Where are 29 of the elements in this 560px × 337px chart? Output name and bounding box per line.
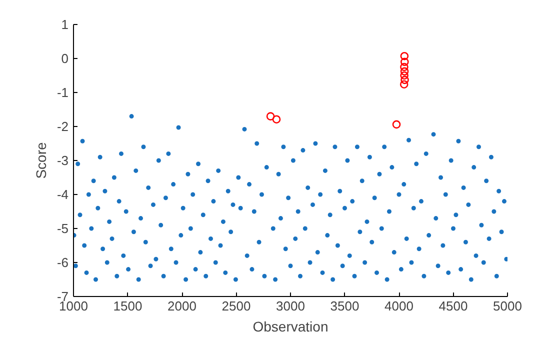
point bbox=[400, 58, 409, 66]
y-tick-label: 0 bbox=[61, 51, 69, 66]
point bbox=[392, 120, 401, 129]
y-axis-title: Score bbox=[32, 142, 49, 179]
y-tick-label: -4 bbox=[56, 187, 69, 202]
x-tick-label: 3000 bbox=[276, 298, 305, 314]
point bbox=[272, 115, 281, 124]
point bbox=[400, 76, 409, 84]
y-tick-label: -2 bbox=[56, 119, 69, 134]
point bbox=[266, 112, 275, 120]
point bbox=[400, 80, 408, 88]
point bbox=[400, 52, 409, 60]
y-tick-label: -6 bbox=[56, 255, 69, 270]
x-tick-label: 4000 bbox=[384, 298, 414, 314]
x-axis-title: Observation bbox=[252, 318, 328, 334]
x-tick-label: 5000 bbox=[493, 298, 522, 314]
x-tick-label: 1500 bbox=[113, 298, 142, 314]
x-tick-label: 2500 bbox=[222, 298, 251, 314]
y-tick-label: -1 bbox=[56, 85, 69, 100]
point bbox=[400, 71, 408, 80]
point bbox=[400, 67, 409, 76]
y-tick-label: -5 bbox=[56, 221, 69, 236]
y-tick-label: 1 bbox=[61, 17, 69, 32]
point bbox=[400, 62, 408, 72]
x-tick-label: 1000 bbox=[59, 298, 88, 314]
x-tick-label: 2000 bbox=[168, 298, 196, 314]
x-tick-label: 3500 bbox=[330, 298, 360, 314]
y-tick-label: -3 bbox=[56, 153, 69, 168]
x-tick-label: 4500 bbox=[438, 298, 468, 314]
